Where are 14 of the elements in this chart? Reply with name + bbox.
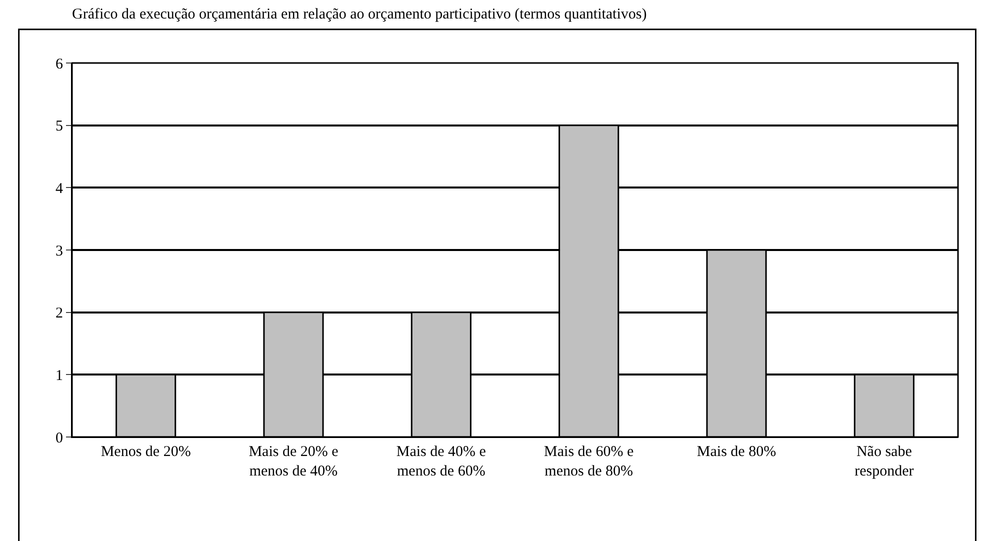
- x-tick-label: Não sabe responder: [854, 444, 914, 480]
- y-tick-label: 3: [56, 243, 63, 260]
- x-tick-label: Mais de 20% e menos de 40%: [248, 444, 339, 480]
- y-tick-label: 4: [56, 180, 64, 197]
- y-tick-label: 1: [56, 368, 63, 384]
- y-tick-label: 0: [56, 430, 63, 446]
- y-tick-label: 6: [56, 56, 64, 72]
- x-tick-label: Mais de 80%: [696, 444, 776, 460]
- x-tick-label: Mais de 40% e menos de 60%: [396, 444, 486, 480]
- y-tick-label: 2: [56, 306, 63, 322]
- chart-title: Gráfico da execução orçamentária em relação ao orçamento participativo (termos quantitativos): [72, 6, 647, 23]
- x-tick-label: Menos de 20%: [100, 444, 191, 460]
- x-tick-label: Mais de 60% e menos de 80%: [544, 444, 634, 480]
- y-tick-label: 5: [56, 118, 63, 135]
